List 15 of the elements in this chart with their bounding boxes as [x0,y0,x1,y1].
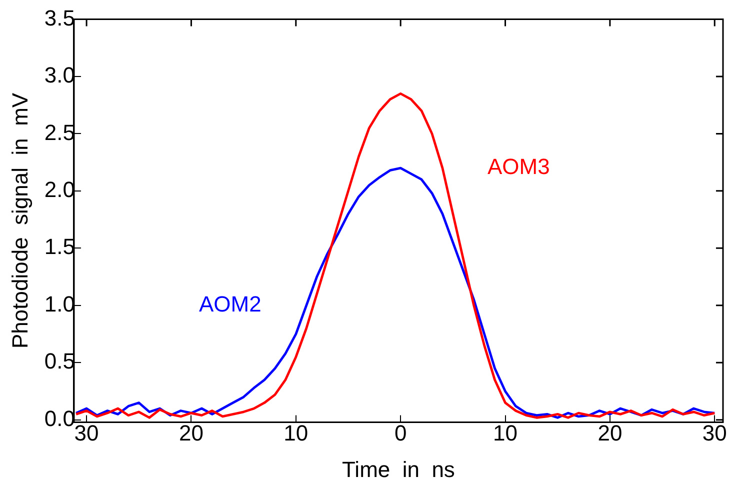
y-tick-label: 1.5 [44,234,75,260]
series-label: AOM2 [199,291,262,316]
series-label: AOM3 [487,154,550,180]
y-tick-label: 2.5 [44,120,75,145]
x-tick-label: 10 [493,420,518,446]
x-tick-label: 20 [598,420,622,446]
x-tick-label: 10 [284,420,308,446]
x-tick-label: 30 [702,420,727,446]
y-tick-label: 3.5 [44,5,75,30]
x-axis-title: Time in ns [342,456,455,482]
x-tick-label: 30 [74,420,99,446]
x-tick-label: 0 [394,420,407,446]
y-tick-label: 0.5 [44,348,75,374]
x-tick-label: 20 [178,420,204,446]
y-axis-title: Photodiode signal in mV [7,92,32,349]
